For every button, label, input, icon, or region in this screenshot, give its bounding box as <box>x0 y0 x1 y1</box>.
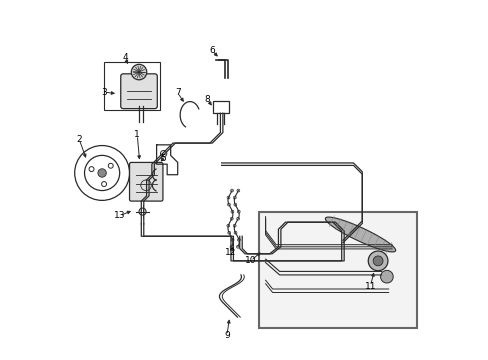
Text: 7: 7 <box>175 88 180 97</box>
FancyBboxPatch shape <box>129 162 163 201</box>
Circle shape <box>108 163 113 168</box>
Text: 3: 3 <box>102 87 107 96</box>
Text: 11: 11 <box>364 282 375 291</box>
Text: 9: 9 <box>224 331 229 340</box>
Text: 4: 4 <box>122 53 127 62</box>
Text: 10: 10 <box>244 256 256 265</box>
Circle shape <box>372 256 382 266</box>
Text: 12: 12 <box>225 248 236 257</box>
Circle shape <box>380 270 392 283</box>
Circle shape <box>98 169 106 177</box>
Text: 6: 6 <box>209 46 215 55</box>
Text: 2: 2 <box>76 135 82 144</box>
Bar <box>258 212 416 328</box>
Text: 8: 8 <box>204 95 210 104</box>
FancyBboxPatch shape <box>121 74 157 109</box>
Polygon shape <box>325 217 395 252</box>
Text: 1: 1 <box>134 130 140 139</box>
Circle shape <box>131 64 146 80</box>
Circle shape <box>89 167 94 172</box>
Circle shape <box>367 251 387 271</box>
Bar <box>103 62 160 110</box>
Text: 5: 5 <box>160 154 165 163</box>
Text: 13: 13 <box>114 211 125 220</box>
Bar <box>212 101 228 113</box>
Circle shape <box>102 181 106 186</box>
